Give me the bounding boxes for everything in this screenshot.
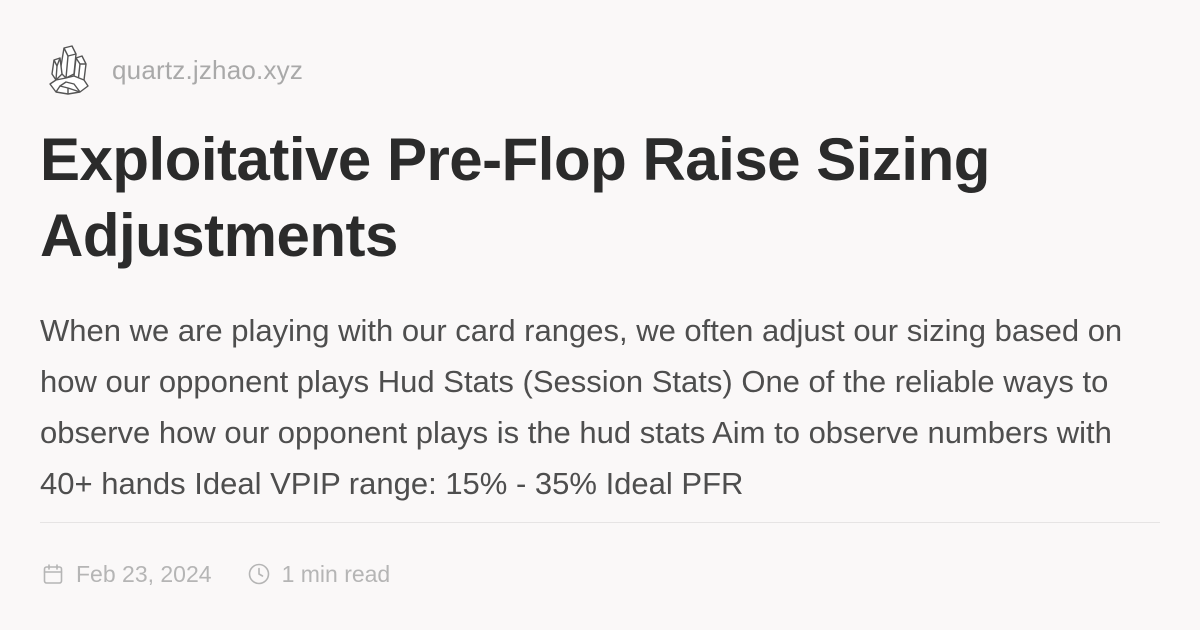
article-excerpt: When we are playing with our card ranges… [40,313,1123,501]
read-time: 1 min read [246,560,391,588]
calendar-icon [40,561,66,587]
quartz-crystal-icon [40,42,96,98]
publish-date-text: Feb 23, 2024 [76,560,212,587]
site-name: quartz.jzhao.xyz [112,54,304,85]
publish-date: Feb 23, 2024 [40,561,212,588]
og-preview-card: quartz.jzhao.xyz Exploitative Pre-Flop R… [40,40,1160,590]
article-excerpt-container: When we are playing with our card ranges… [40,305,1140,527]
site-header: quartz.jzhao.xyz [40,40,303,100]
article-meta: Feb 23, 2024 1 min read [40,556,390,592]
read-time-text: 1 min read [281,560,391,587]
article-title: Exploitative Pre-Flop Raise Sizing Adjus… [40,126,990,269]
clock-icon [246,561,272,587]
divider [40,522,1160,523]
